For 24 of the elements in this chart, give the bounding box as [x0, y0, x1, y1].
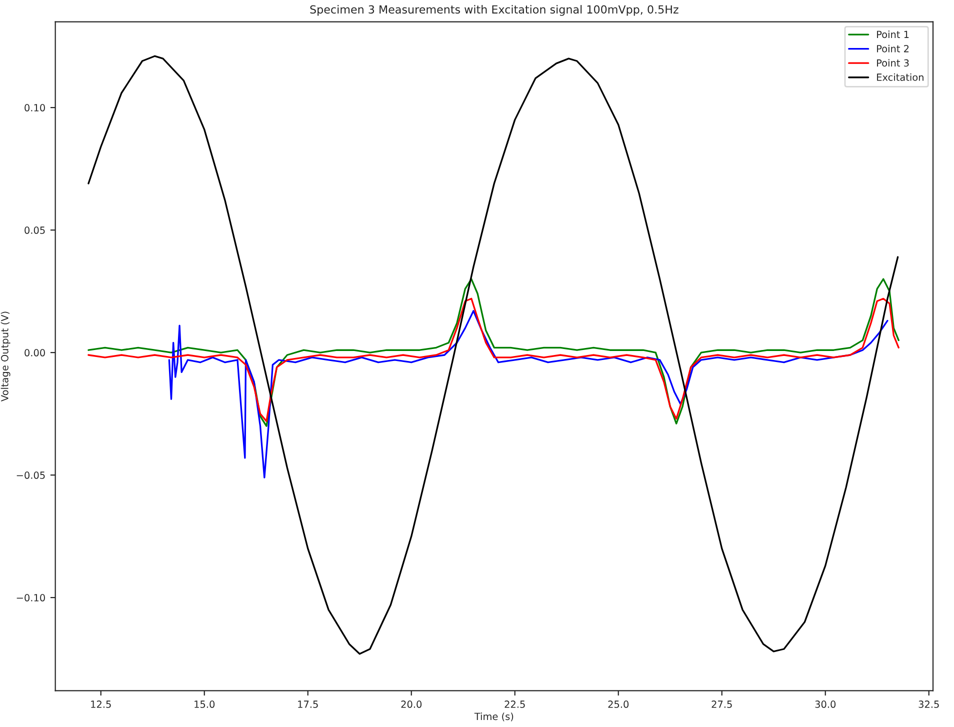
- y-axis-title: Voltage Output (V): [0, 312, 10, 402]
- x-tick-label: 32.5: [918, 700, 939, 708]
- x-tick-label: 22.5: [504, 700, 525, 708]
- legend-label: Excitation: [877, 73, 924, 81]
- y-tick-label: 0.00: [24, 349, 45, 356]
- y-tick-label: −0.10: [16, 594, 45, 602]
- y-tick-label: 0.05: [24, 226, 45, 234]
- x-tick-label: 15.0: [194, 700, 215, 708]
- legend-label: Point 2: [877, 44, 909, 52]
- x-tick-label: 27.5: [712, 700, 732, 708]
- y-tick-label: −0.05: [16, 472, 45, 479]
- x-tick-label: 12.5: [91, 700, 111, 708]
- x-tick-label: 30.0: [815, 700, 836, 708]
- x-tick-label: 17.5: [298, 700, 318, 708]
- x-tick-label: 20.0: [401, 700, 422, 708]
- x-tick-label: 25.0: [608, 700, 629, 708]
- legend-label: Point 3: [877, 59, 909, 67]
- y-tick-label: 0.10: [24, 104, 45, 112]
- line-series: [168, 310, 888, 478]
- legend-label: Point 1: [877, 30, 909, 38]
- line-series: [88, 278, 900, 427]
- line-series: [88, 298, 900, 422]
- x-axis-title: Time (s): [474, 712, 514, 722]
- chart-title: Specimen 3 Measurements with Excitation signal 100mVpp, 0.5Hz: [310, 5, 678, 16]
